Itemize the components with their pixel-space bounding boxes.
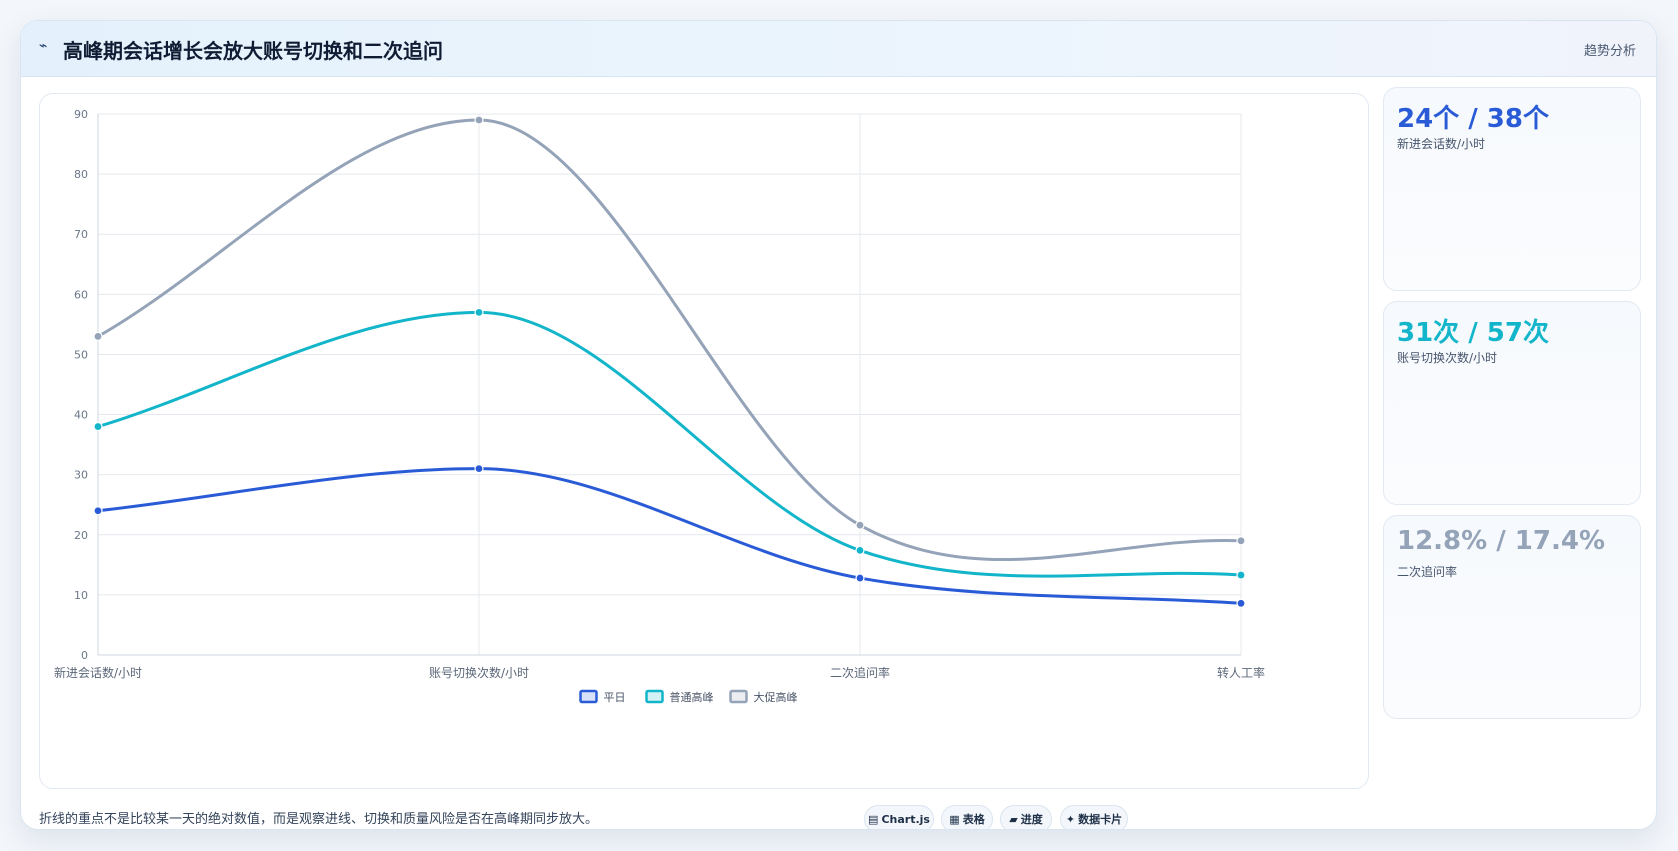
data-point bbox=[93, 331, 103, 342]
datacard-view-button[interactable]: ✦ 数据卡片 bbox=[1060, 805, 1128, 829]
stat-value: 12.8% / 17.4% bbox=[1397, 526, 1605, 556]
y-tick-label: 80 bbox=[74, 168, 88, 181]
stat-card-followup: 12.8% / 17.4% 二次追问率 bbox=[1383, 515, 1641, 719]
line-chart: 0 10 20 30 40 50 60 70 80 90 新进会话数/小时 账号切换次数/小时 二次追问… bbox=[54, 108, 1265, 704]
legend-swatch bbox=[579, 689, 598, 704]
series-line bbox=[97, 310, 1242, 578]
y-tick-label: 30 bbox=[74, 469, 88, 482]
pill-label: 进度 bbox=[1020, 813, 1043, 826]
chartjs-view-button[interactable]: ▤ Chart.js bbox=[864, 805, 934, 829]
stat-label: 新进会话数/小时 bbox=[1397, 137, 1486, 151]
card-header: ⌁ 高峰期会话增长会放大账号切换和二次追问 趋势分析 bbox=[21, 21, 1656, 77]
stat-card-switches: 31次 / 57次 账号切换次数/小时 bbox=[1383, 301, 1641, 505]
sparkle-icon: ✦ bbox=[1065, 812, 1076, 826]
data-point bbox=[1236, 598, 1246, 608]
pill-label: Chart.js bbox=[881, 812, 930, 826]
chart-panel: 0 10 20 30 40 50 60 70 80 90 新进会话数/小时 账号切换次数/小时 二次追问… bbox=[39, 93, 1369, 789]
y-tick-label: 10 bbox=[74, 589, 88, 602]
legend-label: 平日 bbox=[604, 691, 626, 704]
progress-icon: ▰ bbox=[1009, 812, 1018, 826]
data-point bbox=[1236, 536, 1246, 546]
trend-icon: ⌁ bbox=[39, 38, 48, 54]
x-tick-label: 转人工率 bbox=[1217, 665, 1265, 680]
y-tick-label: 90 bbox=[74, 108, 88, 121]
data-point bbox=[474, 307, 484, 317]
data-point bbox=[855, 545, 865, 556]
data-point bbox=[93, 421, 103, 432]
legend-swatch bbox=[729, 689, 748, 704]
progress-view-button[interactable]: ▰ 进度 bbox=[1000, 805, 1052, 829]
stat-card-sessions: 24个 / 38个 新进会话数/小时 bbox=[1383, 87, 1641, 291]
stat-value: 31次 / 57次 bbox=[1397, 318, 1549, 348]
data-point bbox=[93, 506, 103, 516]
stat-value: 24个 / 38个 bbox=[1397, 104, 1549, 134]
data-point bbox=[474, 464, 484, 474]
x-tick-label: 新进会话数/小时 bbox=[54, 665, 142, 680]
table-icon: ▦ bbox=[949, 812, 960, 826]
y-tick-label: 20 bbox=[74, 529, 88, 542]
table-view-button[interactable]: ▦ 表格 bbox=[941, 805, 993, 829]
y-tick-label: 40 bbox=[74, 409, 88, 422]
data-point bbox=[855, 573, 865, 583]
data-point bbox=[1236, 570, 1246, 580]
data-point bbox=[474, 115, 484, 125]
y-tick-label: 60 bbox=[74, 288, 88, 301]
legend-swatch bbox=[645, 689, 664, 704]
footer-note: 折线的重点不是比较某一天的绝对数值，而是观察进线、切换和质量风险是否在高峰期同步… bbox=[39, 812, 599, 827]
category-tag: 趋势分析 bbox=[1583, 44, 1636, 59]
y-tick-label: 50 bbox=[74, 348, 88, 361]
y-tick-label: 0 bbox=[81, 649, 88, 662]
y-tick-label: 70 bbox=[74, 228, 88, 241]
stat-label: 二次追问率 bbox=[1397, 565, 1458, 579]
series-line bbox=[97, 118, 1242, 562]
data-point bbox=[855, 520, 865, 530]
legend-label: 普通高峰 bbox=[670, 690, 714, 704]
pill-label: 数据卡片 bbox=[1078, 813, 1123, 826]
trend-card: ⌁ 高峰期会话增长会放大账号切换和二次追问 趋势分析 0 10 20 30 40 50 60… bbox=[20, 20, 1657, 830]
stat-label: 账号切换次数/小时 bbox=[1397, 351, 1498, 365]
x-tick-label: 二次追问率 bbox=[830, 665, 890, 680]
pill-label: 表格 bbox=[962, 813, 985, 826]
series-line bbox=[97, 467, 1242, 605]
legend-label: 大促高峰 bbox=[754, 690, 798, 704]
chart-icon: ▤ bbox=[868, 812, 879, 826]
card-title: 高峰期会话增长会放大账号切换和二次追问 bbox=[63, 39, 443, 63]
x-tick-label: 账号切换次数/小时 bbox=[429, 665, 529, 680]
